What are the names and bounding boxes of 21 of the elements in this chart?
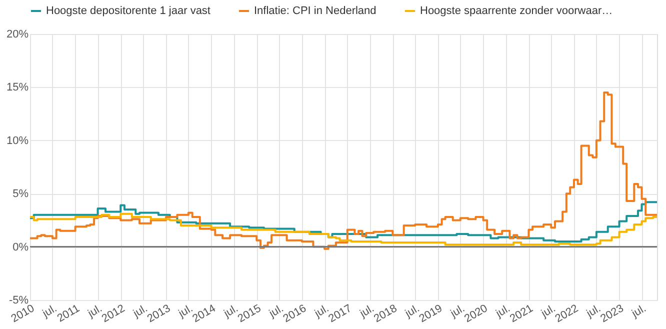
x-tick-label: 2015	[236, 302, 264, 326]
x-tick-label: 2016	[281, 302, 308, 326]
x-tick-label: 2023	[598, 302, 626, 326]
x-tick-label: jul.	[629, 302, 648, 320]
y-tick-label: 10%	[6, 134, 29, 147]
x-tick-label: 2018	[372, 302, 400, 326]
y-tick-label: 15%	[6, 82, 29, 94]
x-tick-label: 2017	[326, 302, 354, 326]
x-tick-label: 2014	[190, 302, 218, 326]
y-tick-label: 5%	[12, 188, 29, 200]
y-tick-label: 20%	[6, 28, 29, 40]
legend-label: Inflatie: CPI in Nederland	[254, 5, 376, 17]
x-tick-label: 2021	[508, 302, 536, 326]
legend-label: Hoogste spaarrente zonder voorwaar…	[420, 5, 613, 17]
x-tick-label: 2020	[462, 302, 490, 326]
x-tick-label: 2012	[100, 302, 128, 326]
legend-label: Hoogste depositorente 1 jaar vast	[46, 5, 210, 17]
x-tick-label: 2022	[553, 302, 580, 326]
y-tick-label: 0%	[12, 241, 29, 254]
x-tick-label: 2013	[145, 302, 173, 326]
x-tick-label: 2019	[417, 302, 444, 326]
